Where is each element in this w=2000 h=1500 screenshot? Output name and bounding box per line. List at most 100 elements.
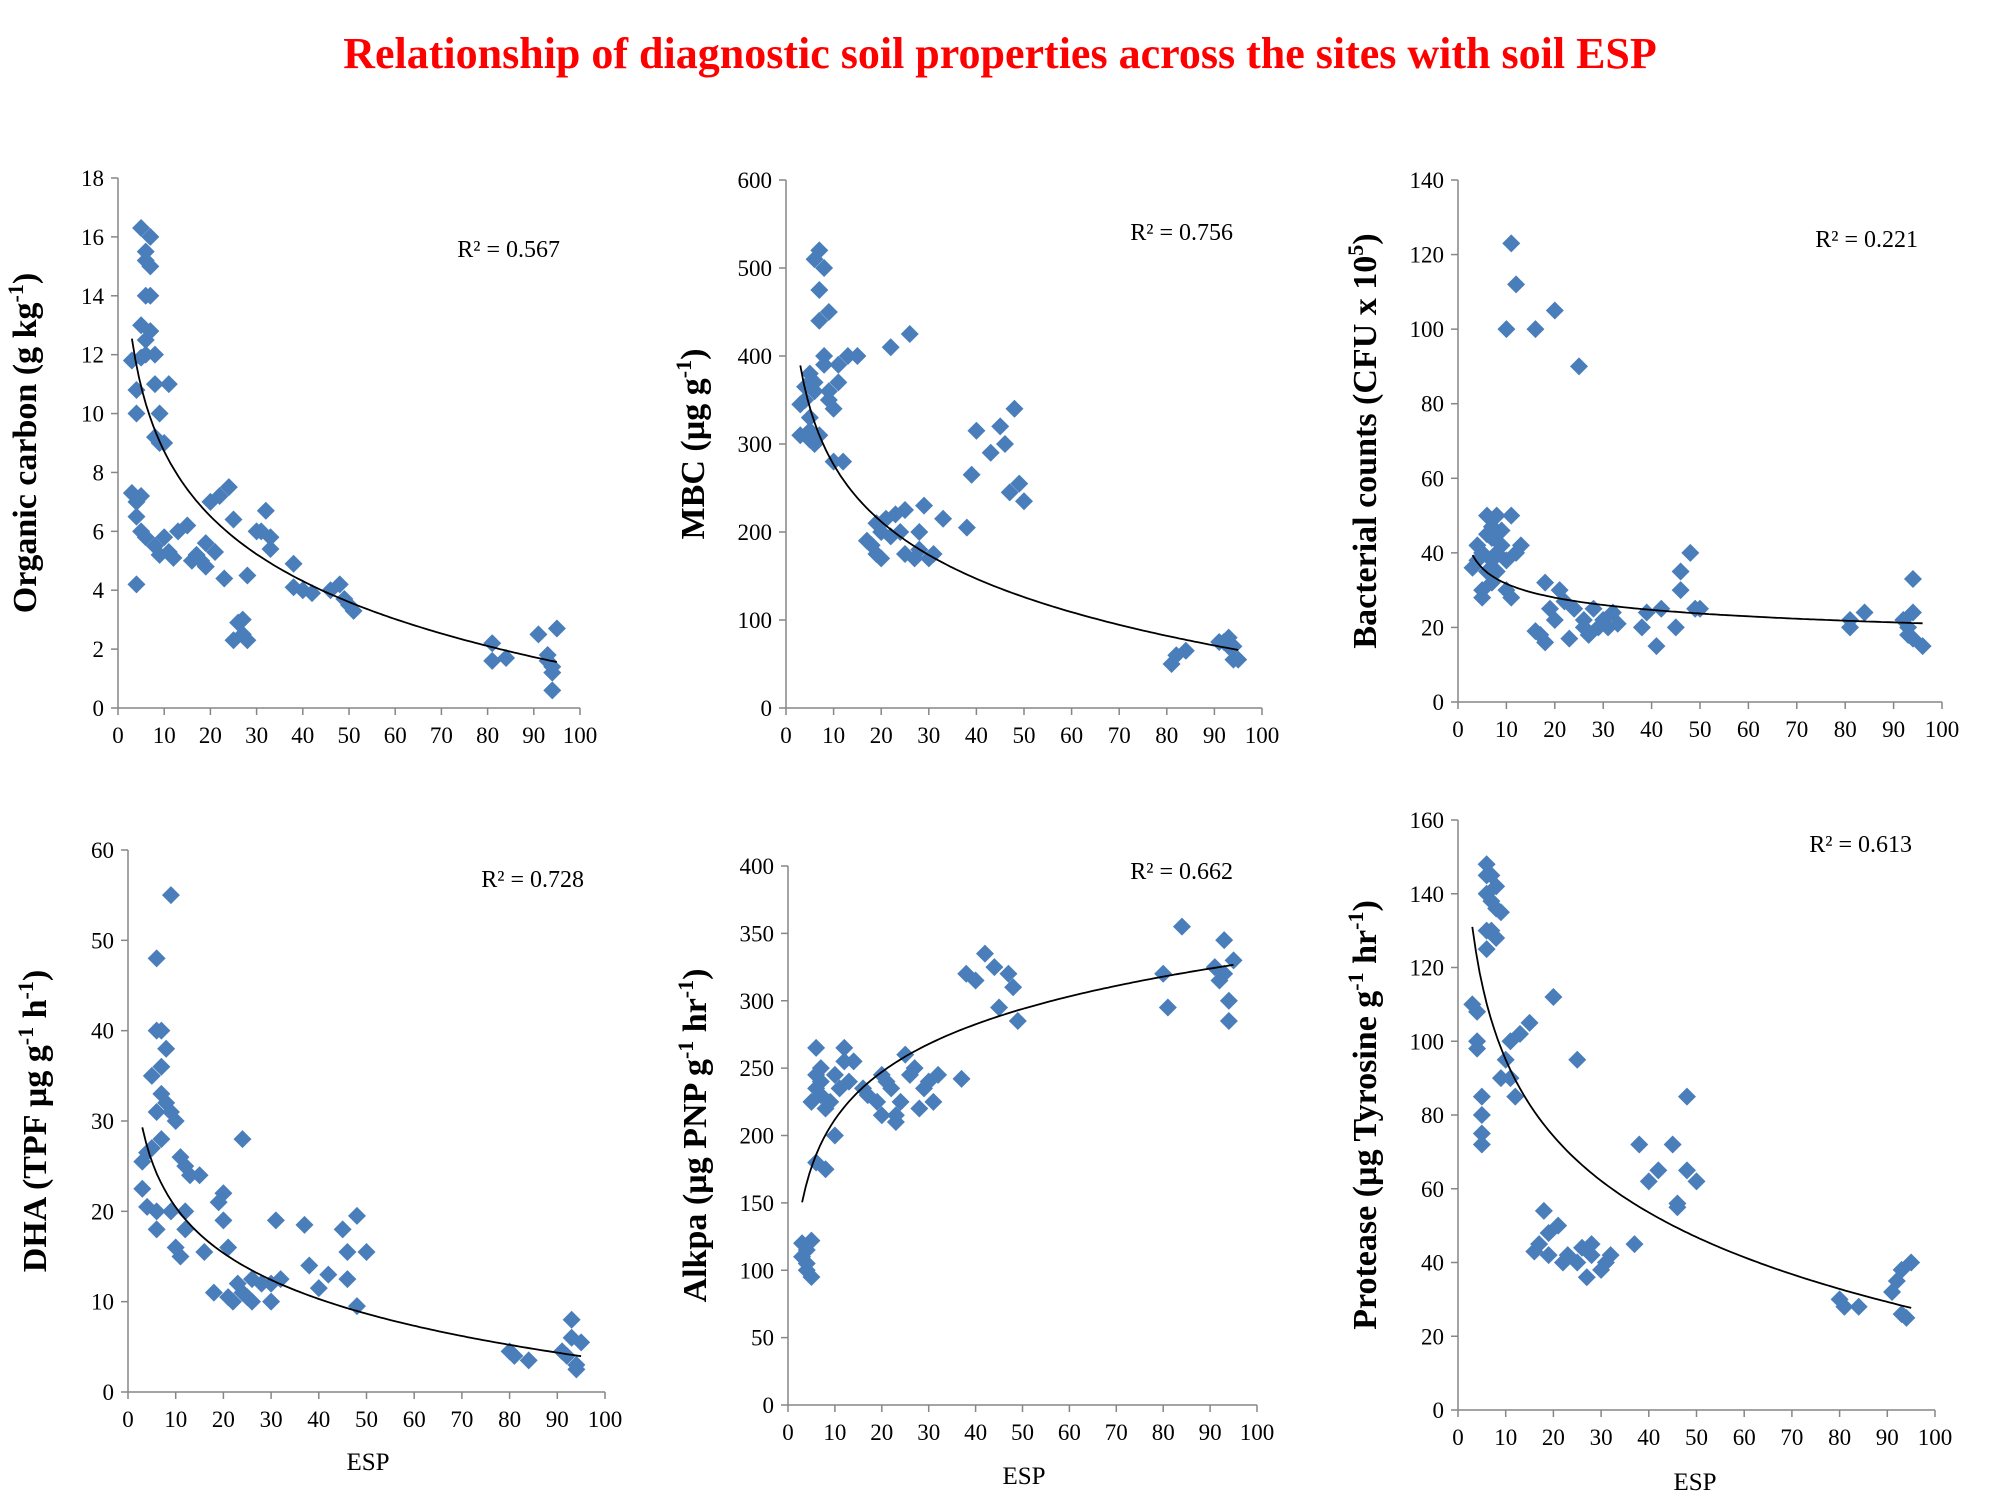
x-tick-label: 50 bbox=[1011, 1420, 1034, 1445]
data-point bbox=[952, 1069, 971, 1088]
r-squared-label: R² = 0.613 bbox=[1809, 832, 1912, 858]
y-axis-label: Organic carbon (g kg-1) bbox=[3, 273, 44, 613]
data-point bbox=[1468, 1032, 1487, 1051]
main-title: Relationship of diagnostic soil properti… bbox=[343, 29, 1657, 78]
chart-panel-1: 0 2 4 6 8 10 12 14 16 18 0 10 20 30 40 50 60 70 80 90 100 Org… bbox=[3, 166, 597, 748]
data-point bbox=[127, 404, 146, 423]
data-point bbox=[1841, 618, 1860, 637]
data-point bbox=[1681, 543, 1700, 562]
x-tick-label: 50 bbox=[355, 1407, 378, 1432]
data-point bbox=[1000, 483, 1019, 502]
data-point bbox=[1172, 917, 1191, 936]
data-point bbox=[1601, 1246, 1620, 1265]
data-point bbox=[141, 322, 160, 341]
y-tick-label: 40 bbox=[91, 1019, 114, 1044]
y-tick-label: 500 bbox=[738, 256, 773, 281]
x-tick-label: 100 bbox=[1925, 717, 1960, 742]
data-point bbox=[1565, 599, 1584, 618]
data-point bbox=[519, 1351, 538, 1370]
x-tick-label: 10 bbox=[1495, 717, 1518, 742]
y-tick-label: 20 bbox=[91, 1199, 114, 1224]
data-point bbox=[157, 1039, 176, 1058]
data-point bbox=[1568, 1050, 1587, 1069]
data-point bbox=[1608, 614, 1627, 633]
data-point bbox=[262, 1292, 281, 1311]
data-point bbox=[1652, 599, 1671, 618]
data-point bbox=[1666, 618, 1685, 637]
data-point bbox=[347, 1206, 366, 1225]
data-point bbox=[815, 259, 834, 277]
data-point bbox=[811, 1059, 830, 1078]
data-point bbox=[1536, 573, 1555, 592]
data-point bbox=[547, 619, 566, 638]
data-point bbox=[802, 1231, 821, 1250]
data-point bbox=[223, 1292, 242, 1311]
x-tick-label: 70 bbox=[1108, 723, 1131, 748]
data-point bbox=[142, 1139, 161, 1158]
y-tick-label: 120 bbox=[1410, 243, 1445, 268]
x-tick-label: 40 bbox=[291, 723, 314, 748]
data-point bbox=[802, 1267, 821, 1286]
data-point bbox=[333, 1220, 352, 1239]
data-point bbox=[147, 1102, 166, 1121]
x-tick-label: 70 bbox=[1785, 717, 1808, 742]
data-point bbox=[1902, 1253, 1921, 1272]
data-point bbox=[924, 1092, 943, 1111]
x-tick-label: 10 bbox=[1494, 1425, 1517, 1450]
data-point bbox=[838, 347, 857, 365]
chart-panel-6: 0 20 40 60 80 100 120 140 160 0 10 20 30 40 50 60 70 80 90… bbox=[1343, 808, 1952, 1496]
data-point bbox=[900, 325, 919, 343]
data-point bbox=[338, 1270, 357, 1289]
x-tick-label: 60 bbox=[1060, 723, 1083, 748]
data-point bbox=[1903, 569, 1922, 588]
x-tick-label: 70 bbox=[1780, 1425, 1803, 1450]
data-point bbox=[868, 1092, 887, 1111]
data-point bbox=[1637, 603, 1656, 622]
data-point bbox=[1502, 506, 1521, 525]
data-point bbox=[1468, 1002, 1487, 1021]
x-tick-label: 40 bbox=[1640, 717, 1663, 742]
data-point bbox=[934, 509, 953, 528]
data-point bbox=[1176, 641, 1195, 660]
r-squared-label: R² = 0.662 bbox=[1130, 859, 1233, 885]
data-point bbox=[206, 542, 225, 561]
data-point bbox=[161, 886, 180, 905]
data-point bbox=[136, 242, 155, 261]
data-point bbox=[1568, 1253, 1587, 1272]
data-point bbox=[839, 1072, 858, 1091]
trend-line bbox=[1471, 554, 1923, 625]
data-point bbox=[171, 1247, 190, 1266]
data-point bbox=[810, 281, 829, 299]
data-point bbox=[214, 1184, 233, 1203]
data-point bbox=[1577, 1268, 1596, 1287]
data-point bbox=[1511, 1024, 1530, 1043]
data-point bbox=[159, 375, 178, 394]
y-tick-label: 14 bbox=[81, 284, 105, 309]
x-tick-label: 40 bbox=[1637, 1425, 1660, 1450]
x-tick-label: 100 bbox=[563, 723, 598, 748]
data-point bbox=[1536, 633, 1555, 652]
x-tick-label: 0 bbox=[782, 1420, 794, 1445]
data-point bbox=[924, 545, 943, 563]
x-tick-label: 100 bbox=[588, 1407, 623, 1432]
x-tick-label: 40 bbox=[965, 723, 988, 748]
data-point bbox=[990, 998, 1009, 1017]
x-tick-label: 100 bbox=[1245, 723, 1280, 748]
data-point bbox=[147, 1220, 166, 1239]
data-point bbox=[1477, 940, 1496, 959]
data-point bbox=[1219, 991, 1238, 1010]
data-point bbox=[176, 1220, 195, 1239]
trend-line bbox=[1471, 926, 1912, 1309]
x-tick-label: 60 bbox=[1058, 1420, 1081, 1445]
data-point bbox=[835, 1052, 854, 1071]
data-point bbox=[195, 1242, 214, 1261]
data-point bbox=[1677, 1161, 1696, 1180]
data-point bbox=[1472, 1087, 1491, 1106]
y-tick-label: 140 bbox=[1410, 882, 1445, 907]
data-point bbox=[152, 1057, 171, 1076]
data-point bbox=[1487, 877, 1506, 896]
data-point bbox=[815, 355, 834, 374]
x-tick-label: 10 bbox=[164, 1407, 187, 1432]
data-point bbox=[829, 355, 848, 374]
